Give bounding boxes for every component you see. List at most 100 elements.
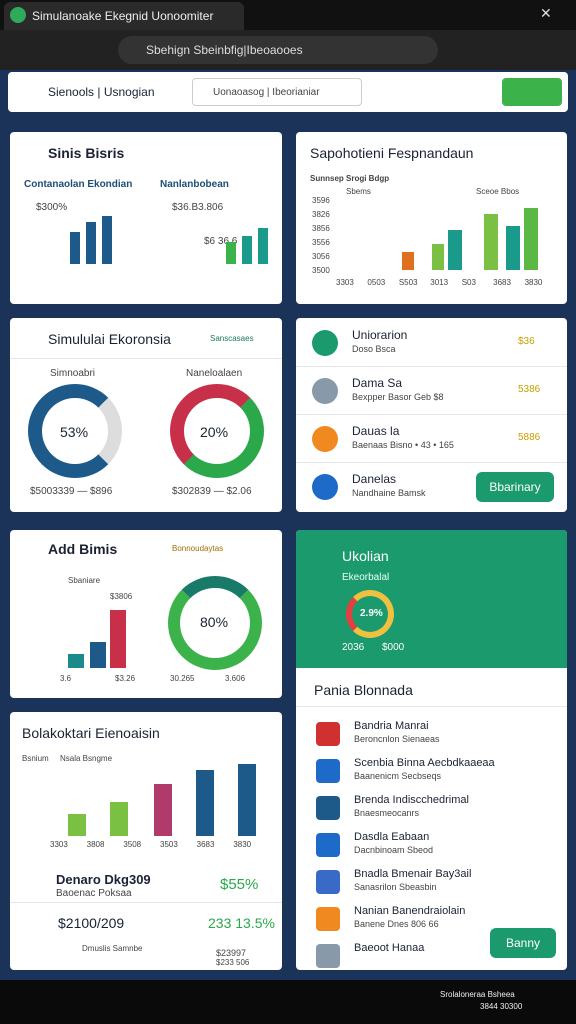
url-box[interactable]: Sbehign Sbeinbfig|Ibeoaooes [118,36,438,64]
text: Ukolian [342,548,389,564]
search-button[interactable] [502,78,562,106]
icon [316,870,340,894]
text: Simululai Ekoronsia [48,331,171,347]
text: 3508 [123,840,142,849]
card: Simululai Ekoronsia Sanscasaes Simnoabri… [10,318,282,512]
text: Add Bimis [48,541,118,557]
text: Contanaolan Ekondian [24,179,133,190]
text: 3500 [312,266,330,275]
text: Baoenac Poksaa [56,888,132,899]
text: 2036 [342,642,365,653]
text: Sanscasaes [210,334,254,343]
sep [296,366,567,367]
text: 3596 [312,196,330,205]
text: 3503 [160,840,178,849]
text: 3808 [86,840,105,849]
text: Sbems [346,187,371,196]
rep-x: 3303 0503 S503 3013 S03 3683 3830 [336,278,556,290]
text: 3856 [312,224,330,233]
bar [226,242,236,264]
text: $2100/209 [58,915,125,931]
text: Dmuslis Samnbe [82,944,143,953]
tabbar: Simulanoake Ekegnid Uonoomiter ✕ [0,0,576,30]
bar [402,252,414,270]
text: Naneloalaen [186,368,243,379]
text: 3844 30300 [480,1002,523,1011]
card: Sinis Bisris Contanaolan Ekondian $300% … [10,132,282,304]
text: Uniorarion [352,328,408,342]
bar [258,228,268,264]
bar [102,216,112,264]
text: Scenbia Binna Aecbdkaaeaa [354,757,495,769]
text: Sbaniare [68,576,101,585]
text: Doso Bsca [352,344,396,354]
addressbar: Sbehign Sbeinbfig|Ibeoaooes [0,30,576,70]
text: 80% [200,614,229,630]
text: Banene Dnes 806 66 [354,919,439,929]
text: 5386 [518,384,541,395]
text: 3.606 [225,674,246,683]
text: Bonnoudaytas [172,544,224,553]
text: 3556 [312,238,330,247]
text: 2.9% [360,608,383,619]
pill[interactable]: Bbarinary [476,472,554,502]
text: Sinis Bisris [48,145,125,161]
text: 0503 [367,278,386,287]
text: $3.26 [115,674,136,683]
bar [524,208,538,270]
sep [296,462,567,463]
text: Nanian Banendraiolain [354,905,466,917]
text: 5886 [518,432,541,443]
bar [242,236,252,264]
icon [10,7,26,23]
text: Baanenicm Secbseqs [354,771,442,781]
icon [316,833,340,857]
text: Sceoe Bbos [476,187,520,196]
card: Sienools | Usnogian Uonaoasog | Ibeorian… [8,72,568,112]
text: $6 36 6 [204,236,238,247]
text: Sbehign Sbeinbfig|Ibeoaooes [146,43,303,57]
text: 3013 [430,278,449,287]
pill[interactable]: Banny [490,928,556,958]
sep [10,902,282,903]
bar [110,802,128,836]
icon [312,330,338,356]
text: Dasdla Eabaan [354,831,430,843]
text: 3303 [336,278,354,287]
sep [10,358,282,359]
tab: Simulanoake Ekegnid Uonoomiter [4,2,244,30]
text: Baeoot Hanaa [354,942,425,954]
text: S03 [461,278,476,287]
text: Bexpper Basor Geb $8 [352,392,444,402]
text: $5003339 — $896 [30,486,113,497]
bar [506,226,520,270]
text: Bsnium [22,754,49,763]
text: ✕ [540,5,552,21]
bar [86,222,96,264]
bar [432,244,444,270]
bar [68,654,84,668]
text: Sunnsep Srogi Bdgp [310,174,390,183]
text: Ekeorbalal [342,572,390,583]
card: Ukolian Ekeorbalal 2.9% 2036 $000 Pania … [296,530,567,970]
text: Sapohotieni Fespnandaun [310,145,474,161]
text: Sanasrilon Sbeasbin [354,882,437,892]
text: 3683 [196,840,215,849]
text: Baenaas Bisno • 43 • 165 [352,440,454,450]
text: Bandria Manrai [354,720,429,732]
add-foot: 3.6 $3.26 30.265 3.606 [60,674,270,688]
card: Add Bimis Bonnoudaytas Sbaniare $3806 80… [10,530,282,698]
text: $3806 [110,592,133,601]
text: $300% [36,202,68,213]
bar [196,770,214,836]
icon [316,907,340,931]
search[interactable]: Uonaoasog | Ibeorianiar [192,78,362,106]
icon [316,944,340,968]
text: S503 [398,278,418,287]
text: Simulanoake Ekegnid Uonoomiter [32,9,214,23]
text: Dacnbinoam Sbeod [354,845,434,855]
text: Srolaloneraa Bsheea [440,990,515,999]
rep-y: 3596 3826 3856 3556 3056 3500 [312,196,342,276]
text: 3303 [50,840,68,849]
